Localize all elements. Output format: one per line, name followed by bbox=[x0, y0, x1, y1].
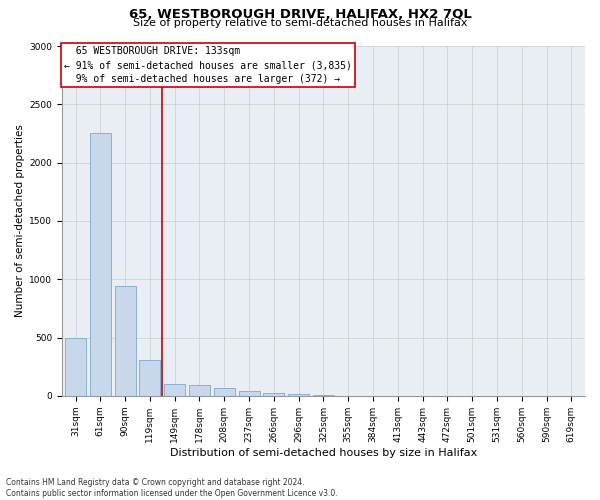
Bar bbox=[65, 338, 86, 396]
Bar bbox=[139, 360, 160, 396]
Text: 65, WESTBOROUGH DRIVE, HALIFAX, HX2 7QL: 65, WESTBOROUGH DRIVE, HALIFAX, HX2 7QL bbox=[128, 8, 472, 20]
Bar bbox=[164, 384, 185, 396]
Bar bbox=[90, 134, 111, 396]
X-axis label: Distribution of semi-detached houses by size in Halifax: Distribution of semi-detached houses by … bbox=[170, 448, 477, 458]
Bar bbox=[288, 394, 309, 396]
Bar bbox=[214, 388, 235, 396]
Bar bbox=[115, 286, 136, 396]
Text: 65 WESTBOROUGH DRIVE: 133sqm
← 91% of semi-detached houses are smaller (3,835)
 : 65 WESTBOROUGH DRIVE: 133sqm ← 91% of se… bbox=[64, 46, 352, 84]
Bar bbox=[189, 385, 210, 396]
Bar bbox=[239, 390, 260, 396]
Text: Size of property relative to semi-detached houses in Halifax: Size of property relative to semi-detach… bbox=[133, 18, 467, 28]
Text: Contains HM Land Registry data © Crown copyright and database right 2024.
Contai: Contains HM Land Registry data © Crown c… bbox=[6, 478, 338, 498]
Y-axis label: Number of semi-detached properties: Number of semi-detached properties bbox=[15, 124, 25, 318]
Bar bbox=[263, 393, 284, 396]
